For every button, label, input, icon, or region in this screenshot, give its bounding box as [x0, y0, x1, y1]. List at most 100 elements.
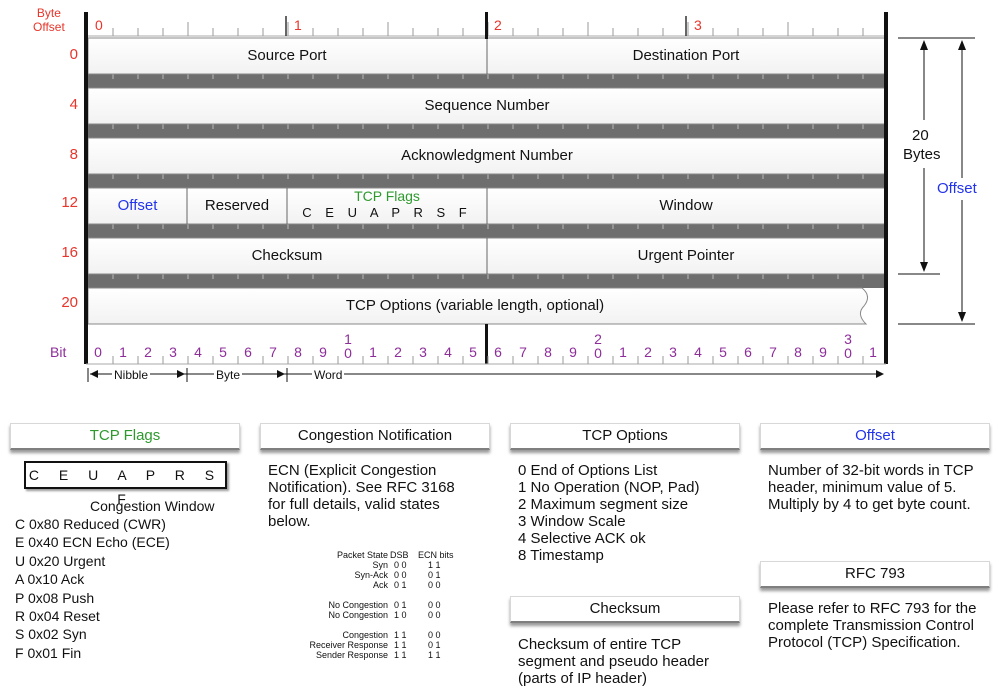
- byte-column-2: 2: [494, 17, 502, 33]
- flag-item: A 0x10 Ack: [15, 571, 85, 588]
- bit-number: 2: [144, 344, 152, 360]
- ecn-table-row: Syn 0 0 1 1: [268, 560, 488, 570]
- offset-description: Number of 32-bit words in TCP header, mi…: [768, 462, 974, 513]
- bit-number: 0: [94, 344, 102, 360]
- ecn-cell-dsb: 1 1: [394, 650, 407, 660]
- ecn-header-dsb: DSB: [390, 550, 409, 560]
- mid-bar-bottom: [485, 324, 488, 364]
- ecn-cell-dsb: 1 1: [394, 640, 407, 650]
- bit-number: 2: [394, 344, 402, 360]
- tcp-flags-subtitle: Congestion Window: [90, 498, 215, 514]
- option-item: 3 Window Scale: [518, 513, 626, 530]
- tcp-flags-panel-title: TCP Flags: [10, 423, 240, 450]
- bit-number: 1: [119, 344, 127, 360]
- bit-number: 5: [469, 344, 477, 360]
- bit-number: 5: [219, 344, 227, 360]
- option-item: 1 No Operation (NOP, Pad): [518, 479, 700, 496]
- left-bar-bottom: [84, 324, 88, 364]
- ecn-cell-state: No Congestion: [328, 610, 388, 620]
- bit-number: 4: [444, 344, 452, 360]
- field-urgent-pointer: Urgent Pointer: [637, 247, 735, 264]
- row-separator: [88, 174, 886, 188]
- bit-number: 7: [269, 344, 277, 360]
- row-separator: [88, 124, 886, 138]
- bit-number: 9: [319, 344, 327, 360]
- bit-number: 5: [719, 344, 727, 360]
- left-bar: [84, 12, 88, 337]
- bit-label: Bit: [50, 344, 67, 360]
- size-value: 20: [912, 127, 929, 144]
- ecn-header-state: Packet State: [336, 550, 388, 560]
- option-item: 8 Timestamp: [518, 547, 604, 564]
- ecn-table-row: [268, 620, 488, 630]
- bit-number: 6: [244, 344, 252, 360]
- ecn-table-row: Congestion 1 1 0 0: [268, 630, 488, 640]
- option-item: 4 Selective ACK ok: [518, 530, 646, 547]
- bit-number: 7: [769, 344, 777, 360]
- field-tcp-flags: TCP Flags: [354, 188, 420, 204]
- ecn-table-row: Syn-Ack 0 0 0 1: [268, 570, 488, 580]
- option-item: 0 End of Options List: [518, 462, 658, 479]
- field-tcp-options: TCP Options (variable length, optional): [345, 297, 605, 314]
- tcp-header-diagram: [84, 12, 975, 382]
- bit-number: 3: [669, 344, 677, 360]
- ecn-cell-state: Syn-Ack: [354, 570, 388, 580]
- row-8: [87, 137, 887, 175]
- field-destination-port: Destination Port: [632, 47, 740, 64]
- field-sequence-number: Sequence Number: [424, 97, 550, 114]
- ecn-table-row: Sender Response 1 1 1 1: [268, 650, 488, 660]
- rfc-panel-title: RFC 793: [760, 561, 990, 588]
- field-source-port: Source Port: [247, 47, 327, 64]
- row-20-options: [87, 287, 868, 325]
- byte-offset-label-line1: Byte: [36, 6, 61, 20]
- ecn-table-row: No Congestion 1 0 0 0: [268, 610, 488, 620]
- mid-bar-top: [485, 12, 488, 39]
- top-ruler-ticks: [112, 22, 864, 36]
- bit-number: 3: [169, 344, 177, 360]
- offset-panel-title: Offset: [760, 423, 990, 450]
- bit-number: 7: [519, 344, 527, 360]
- right-bar-bottom: [884, 324, 888, 364]
- byte-column-3: 3: [694, 17, 702, 33]
- tcp-options-panel-title: TCP Options: [510, 423, 740, 450]
- scale-arrows: [87, 368, 884, 382]
- checksum-panel-title: Checksum: [510, 596, 740, 623]
- bit-number: 1: [619, 344, 627, 360]
- bit-number: 8: [794, 344, 802, 360]
- tcp-flags-list: C 0x80 Reduced (CWR) E 0x40 ECN Echo (EC…: [15, 515, 170, 662]
- size-bracket: [898, 37, 975, 325]
- row-4: [87, 87, 887, 125]
- ecn-cell-state: No Congestion: [328, 600, 388, 610]
- flag-item: U 0x20 Urgent: [15, 552, 106, 569]
- ecn-cell-bits: 0 0: [428, 580, 441, 590]
- bit-number: 8: [294, 344, 302, 360]
- ecn-cell-bits: 0 1: [428, 570, 441, 580]
- bit-number: 8: [544, 344, 552, 360]
- ecn-cell-state: Ack: [372, 580, 388, 590]
- row-separator: [88, 74, 886, 88]
- ecn-cell-dsb: 0 1: [394, 600, 407, 610]
- header-rows: [87, 37, 887, 325]
- tcp-options-list: 0 End of Options List 1 No Operation (NO…: [518, 462, 699, 564]
- bit-number: 9: [569, 344, 577, 360]
- ecn-cell-bits: 0 0: [428, 630, 441, 640]
- tcp-flags-box: C E U A P R S F: [24, 461, 227, 507]
- row-separator: [88, 274, 886, 288]
- congestion-description: ECN (Explicit Congestion Notification). …: [268, 462, 455, 530]
- ecn-table-row: Ack 0 1 0 0: [268, 580, 488, 590]
- ecn-cell-state: Sender Response: [315, 650, 388, 660]
- row-separator: [88, 224, 886, 238]
- offset-16: 16: [61, 244, 78, 261]
- ecn-cell-bits: 1 1: [428, 560, 441, 570]
- bit-number: 9: [819, 344, 827, 360]
- bit-number: 4: [694, 344, 702, 360]
- flag-item: C 0x80 Reduced (CWR): [15, 516, 166, 532]
- flag-item: R 0x04 Reset: [15, 608, 100, 625]
- flag-item: F 0x01 Fin: [15, 644, 82, 661]
- flag-item: S 0x02 Syn: [15, 626, 87, 643]
- ecn-table-row: No Congestion 0 1 0 0: [268, 600, 488, 610]
- field-acknowledgment-number: Acknowledgment Number: [401, 147, 573, 164]
